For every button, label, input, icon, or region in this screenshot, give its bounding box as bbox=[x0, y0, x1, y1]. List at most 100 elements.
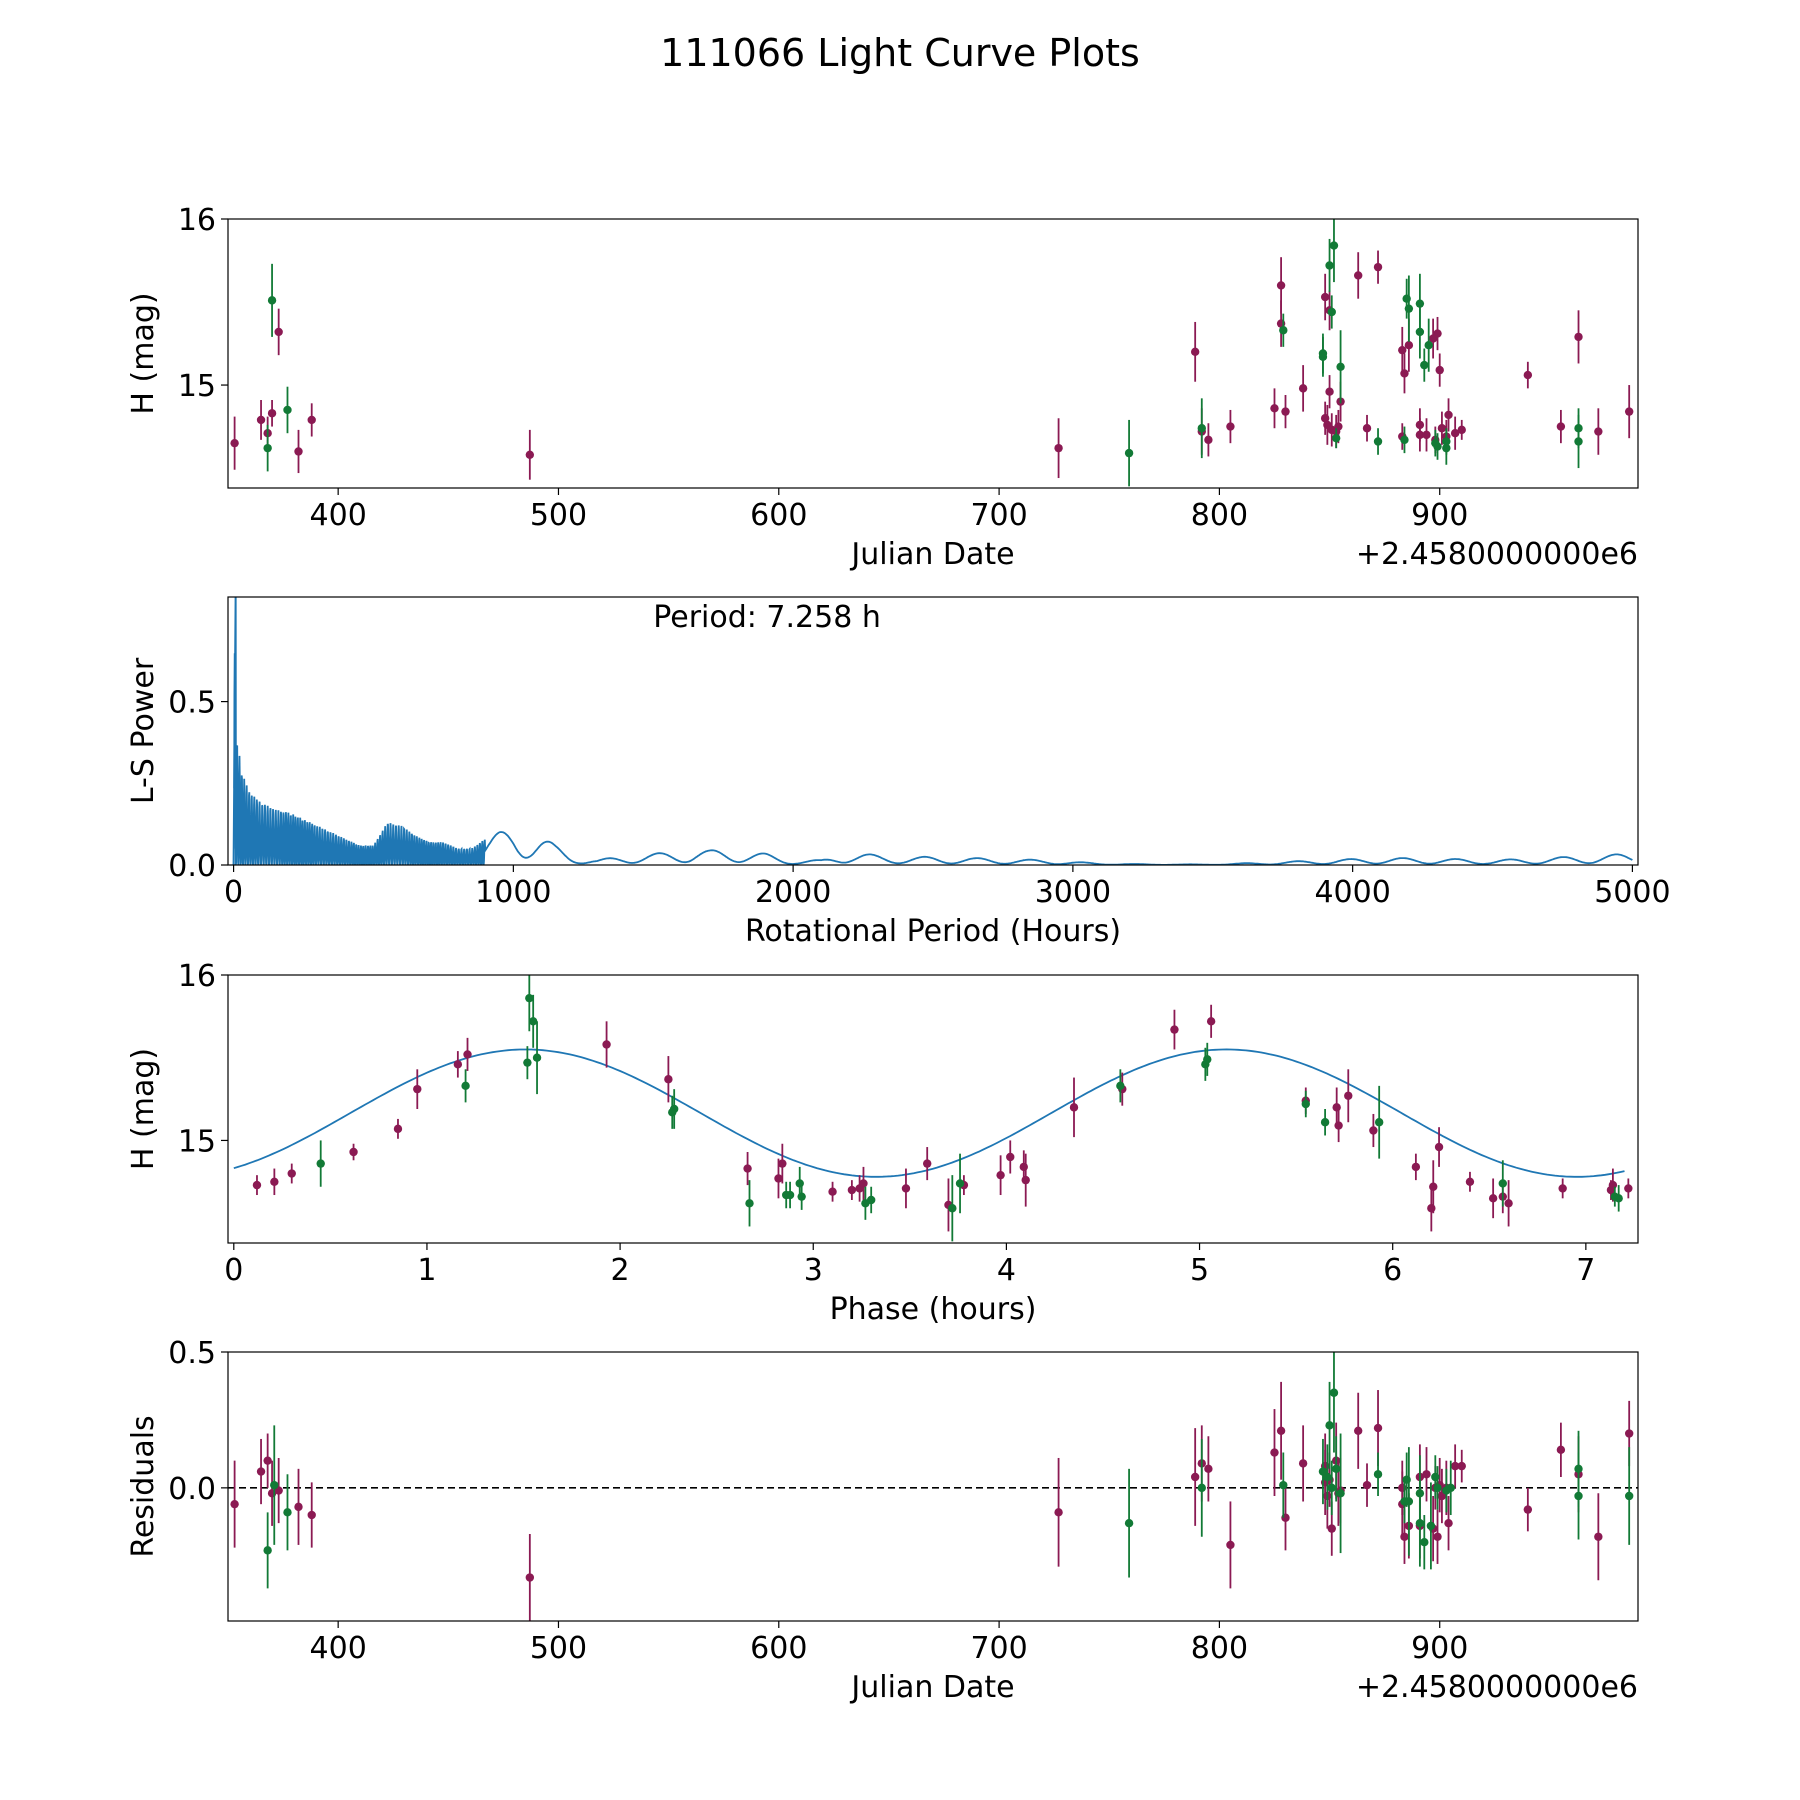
point-marker bbox=[1400, 435, 1409, 445]
data-point bbox=[307, 403, 316, 437]
data-point bbox=[774, 1158, 783, 1199]
data-point bbox=[1433, 1509, 1442, 1564]
point-marker bbox=[1433, 1532, 1442, 1541]
data-point bbox=[1054, 418, 1063, 479]
data-point bbox=[1204, 423, 1213, 457]
data-point bbox=[316, 1140, 325, 1187]
point-marker bbox=[774, 1174, 783, 1183]
point-marker bbox=[1320, 292, 1330, 302]
point-marker bbox=[287, 1169, 296, 1178]
x-tick-label: 500 bbox=[530, 498, 587, 533]
data-point bbox=[256, 399, 266, 440]
figure-title: 111066 Light Curve Plots bbox=[660, 31, 1140, 75]
x-tick-label: 5 bbox=[1190, 1253, 1209, 1288]
point-marker bbox=[1422, 430, 1431, 440]
point-marker bbox=[525, 1573, 535, 1582]
lightcurve-plot-area bbox=[230, 219, 1634, 487]
point-marker bbox=[1614, 1194, 1623, 1203]
data-point bbox=[1329, 219, 1339, 283]
point-marker bbox=[1574, 1491, 1583, 1501]
point-marker bbox=[1444, 410, 1453, 420]
point-marker bbox=[1197, 1483, 1206, 1493]
point-marker bbox=[1331, 1464, 1341, 1474]
point-marker bbox=[1624, 1491, 1634, 1501]
y-tick-label: 16 bbox=[178, 959, 216, 994]
data-point bbox=[1556, 1422, 1566, 1477]
light-curve-panel: 400 500 600 700 800 900 15 16 Julian Date H (mag)… bbox=[126, 203, 1639, 572]
data-point bbox=[1323, 1444, 1332, 1510]
data-point bbox=[267, 399, 277, 427]
data-point bbox=[1420, 1515, 1429, 1570]
point-marker bbox=[1276, 281, 1286, 290]
point-marker bbox=[1574, 332, 1583, 342]
periodogram-line bbox=[233, 653, 1633, 865]
data-point bbox=[1331, 1436, 1341, 1502]
point-marker bbox=[267, 409, 277, 418]
data-point bbox=[1362, 414, 1372, 442]
data-point bbox=[1437, 411, 1447, 445]
data-point bbox=[1415, 1479, 1425, 1567]
x-tick-label: 3000 bbox=[1035, 875, 1111, 910]
data-point bbox=[996, 1155, 1005, 1196]
data-point bbox=[1201, 1047, 1210, 1081]
data-point bbox=[525, 1534, 535, 1621]
point-marker bbox=[316, 1159, 325, 1168]
data-point bbox=[525, 429, 535, 480]
point-marker bbox=[294, 1502, 303, 1512]
point-marker bbox=[743, 1164, 752, 1173]
point-marker bbox=[1465, 1177, 1475, 1186]
y-axis-label: L-S Power bbox=[126, 657, 161, 804]
point-marker bbox=[283, 405, 292, 415]
y-tick-label: 15 bbox=[178, 1124, 216, 1159]
x-tick-label: 500 bbox=[530, 1631, 587, 1666]
data-point bbox=[1594, 1493, 1603, 1581]
point-marker bbox=[847, 1185, 857, 1195]
point-marker bbox=[270, 1480, 279, 1490]
data-point bbox=[393, 1118, 403, 1139]
point-marker bbox=[1594, 1532, 1603, 1541]
point-marker bbox=[1373, 1470, 1383, 1479]
data-point bbox=[1190, 321, 1200, 382]
point-marker bbox=[1226, 422, 1235, 431]
point-marker bbox=[1444, 1518, 1453, 1528]
point-marker bbox=[1320, 1118, 1330, 1127]
data-point bbox=[828, 1181, 837, 1202]
point-marker bbox=[1344, 1091, 1353, 1100]
data-point bbox=[274, 1457, 283, 1524]
x-tick-label: 1000 bbox=[475, 875, 551, 910]
data-point bbox=[349, 1143, 358, 1161]
data-point bbox=[1006, 1140, 1015, 1174]
data-point bbox=[1336, 1433, 1345, 1554]
data-point bbox=[287, 1163, 296, 1184]
data-point bbox=[413, 1069, 422, 1109]
point-marker bbox=[1298, 1459, 1308, 1468]
point-marker bbox=[1069, 1103, 1079, 1112]
point-marker bbox=[1124, 1518, 1134, 1528]
residuals-plot-area bbox=[228, 1352, 1638, 1621]
point-marker bbox=[453, 1060, 463, 1069]
phased-plot-area bbox=[233, 975, 1633, 1242]
point-marker bbox=[307, 1510, 316, 1520]
y-tick-label: 0.0 bbox=[168, 1472, 216, 1507]
data-point bbox=[1523, 361, 1533, 389]
data-point bbox=[1279, 313, 1288, 347]
data-point bbox=[1116, 1069, 1125, 1103]
data-point bbox=[1373, 428, 1383, 455]
data-point bbox=[294, 429, 303, 474]
point-marker bbox=[1427, 1204, 1436, 1213]
point-marker bbox=[1435, 365, 1444, 375]
data-point bbox=[1404, 275, 1414, 342]
data-point bbox=[778, 1143, 787, 1184]
point-marker bbox=[1415, 299, 1425, 308]
phased-curve-panel: 0 1 2 3 4 5 6 7 15 16 Phase (hours) H (mag) bbox=[126, 959, 1639, 1327]
data-point bbox=[1404, 1447, 1414, 1556]
data-point bbox=[1435, 353, 1444, 387]
point-marker bbox=[1398, 345, 1407, 355]
point-marker bbox=[1446, 1483, 1455, 1493]
data-point bbox=[1429, 1160, 1438, 1214]
point-marker bbox=[1190, 347, 1200, 357]
data-point bbox=[283, 1474, 292, 1551]
data-point bbox=[1354, 252, 1363, 299]
point-marker bbox=[1404, 304, 1414, 313]
point-marker bbox=[1116, 1081, 1125, 1091]
